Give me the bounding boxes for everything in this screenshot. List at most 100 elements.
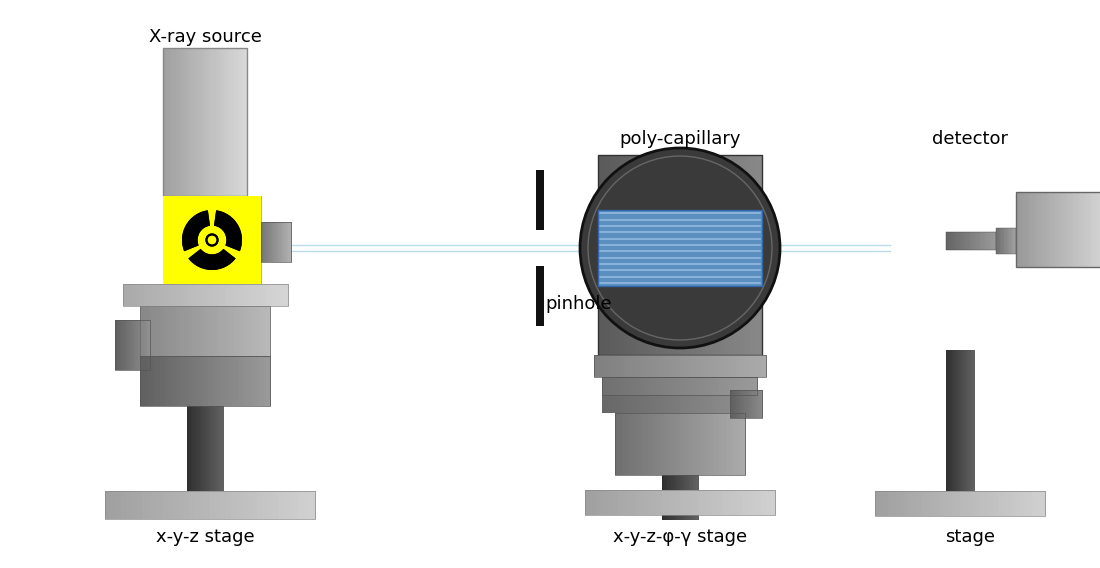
Bar xyxy=(628,490,632,515)
Bar xyxy=(123,320,126,370)
Bar xyxy=(131,320,133,370)
Bar xyxy=(879,491,884,516)
Bar xyxy=(594,355,598,377)
Bar xyxy=(760,390,762,418)
Bar xyxy=(726,395,730,413)
Bar xyxy=(657,377,661,395)
Bar xyxy=(730,395,735,413)
Bar xyxy=(186,48,189,196)
Bar xyxy=(904,491,910,516)
Bar xyxy=(236,48,239,196)
Bar xyxy=(946,350,948,491)
Bar xyxy=(248,306,251,356)
Bar xyxy=(660,155,664,355)
Bar xyxy=(726,413,729,475)
Bar xyxy=(1047,192,1049,267)
Bar xyxy=(938,491,944,516)
Bar xyxy=(178,48,180,196)
Bar xyxy=(968,232,971,250)
Bar xyxy=(170,196,174,284)
Bar xyxy=(140,356,144,406)
Bar xyxy=(234,196,236,284)
Bar xyxy=(201,406,203,491)
Bar xyxy=(961,232,964,250)
Bar xyxy=(695,395,700,413)
Bar xyxy=(602,155,607,355)
Bar xyxy=(651,490,657,515)
Bar xyxy=(658,413,661,475)
Bar xyxy=(616,355,620,377)
Bar xyxy=(142,491,147,519)
Bar xyxy=(741,390,744,418)
Bar xyxy=(167,48,169,196)
Bar xyxy=(734,377,738,395)
Bar xyxy=(663,413,668,475)
Bar xyxy=(654,355,659,377)
Bar xyxy=(600,490,605,515)
Bar xyxy=(212,406,214,491)
Bar xyxy=(736,355,740,377)
Bar xyxy=(196,306,199,356)
Bar xyxy=(226,491,231,519)
Bar xyxy=(684,490,690,515)
Bar xyxy=(958,232,961,250)
Bar xyxy=(734,390,735,418)
Bar xyxy=(207,48,210,196)
Bar xyxy=(1025,192,1028,267)
Circle shape xyxy=(206,233,219,247)
Bar xyxy=(718,377,723,395)
Bar xyxy=(738,390,740,418)
Bar xyxy=(727,355,733,377)
Bar xyxy=(637,355,641,377)
Bar xyxy=(1094,192,1098,267)
Bar xyxy=(683,377,688,395)
Text: x-y-z-φ-γ stage: x-y-z-φ-γ stage xyxy=(613,528,747,546)
Bar xyxy=(244,196,246,284)
Bar xyxy=(231,356,234,406)
Bar xyxy=(741,490,747,515)
Bar xyxy=(1011,491,1015,516)
Bar xyxy=(955,350,956,491)
Bar xyxy=(1016,192,1019,267)
Bar xyxy=(185,284,189,306)
Bar xyxy=(946,232,949,250)
Text: stage: stage xyxy=(945,528,996,546)
Bar xyxy=(227,196,230,284)
Bar xyxy=(230,48,233,196)
Bar xyxy=(685,475,688,520)
Bar xyxy=(1000,228,1002,254)
Bar xyxy=(996,228,998,254)
Bar xyxy=(625,413,628,475)
Bar xyxy=(663,355,668,377)
Bar xyxy=(248,356,251,406)
Bar xyxy=(954,232,957,250)
Bar xyxy=(1040,192,1043,267)
Bar xyxy=(221,406,223,491)
Bar xyxy=(926,491,931,516)
Bar xyxy=(644,155,648,355)
Bar xyxy=(258,196,262,284)
Bar xyxy=(1001,228,1003,254)
Bar xyxy=(266,356,271,406)
Bar xyxy=(648,413,651,475)
Bar xyxy=(270,222,272,262)
Bar xyxy=(192,306,196,356)
Bar xyxy=(129,320,131,370)
Bar xyxy=(200,196,202,284)
Bar xyxy=(746,377,750,395)
Bar xyxy=(966,232,969,250)
Bar xyxy=(201,356,206,406)
Bar xyxy=(750,155,755,355)
Bar xyxy=(946,232,996,250)
Bar xyxy=(1064,192,1066,267)
Bar xyxy=(965,491,969,516)
Bar xyxy=(749,377,754,395)
Bar xyxy=(205,356,209,406)
Bar xyxy=(194,284,198,306)
Bar xyxy=(901,491,905,516)
Bar xyxy=(140,356,270,406)
Text: pinhole: pinhole xyxy=(544,295,612,313)
Bar xyxy=(645,377,649,395)
Bar xyxy=(639,155,643,355)
Bar xyxy=(210,491,216,519)
